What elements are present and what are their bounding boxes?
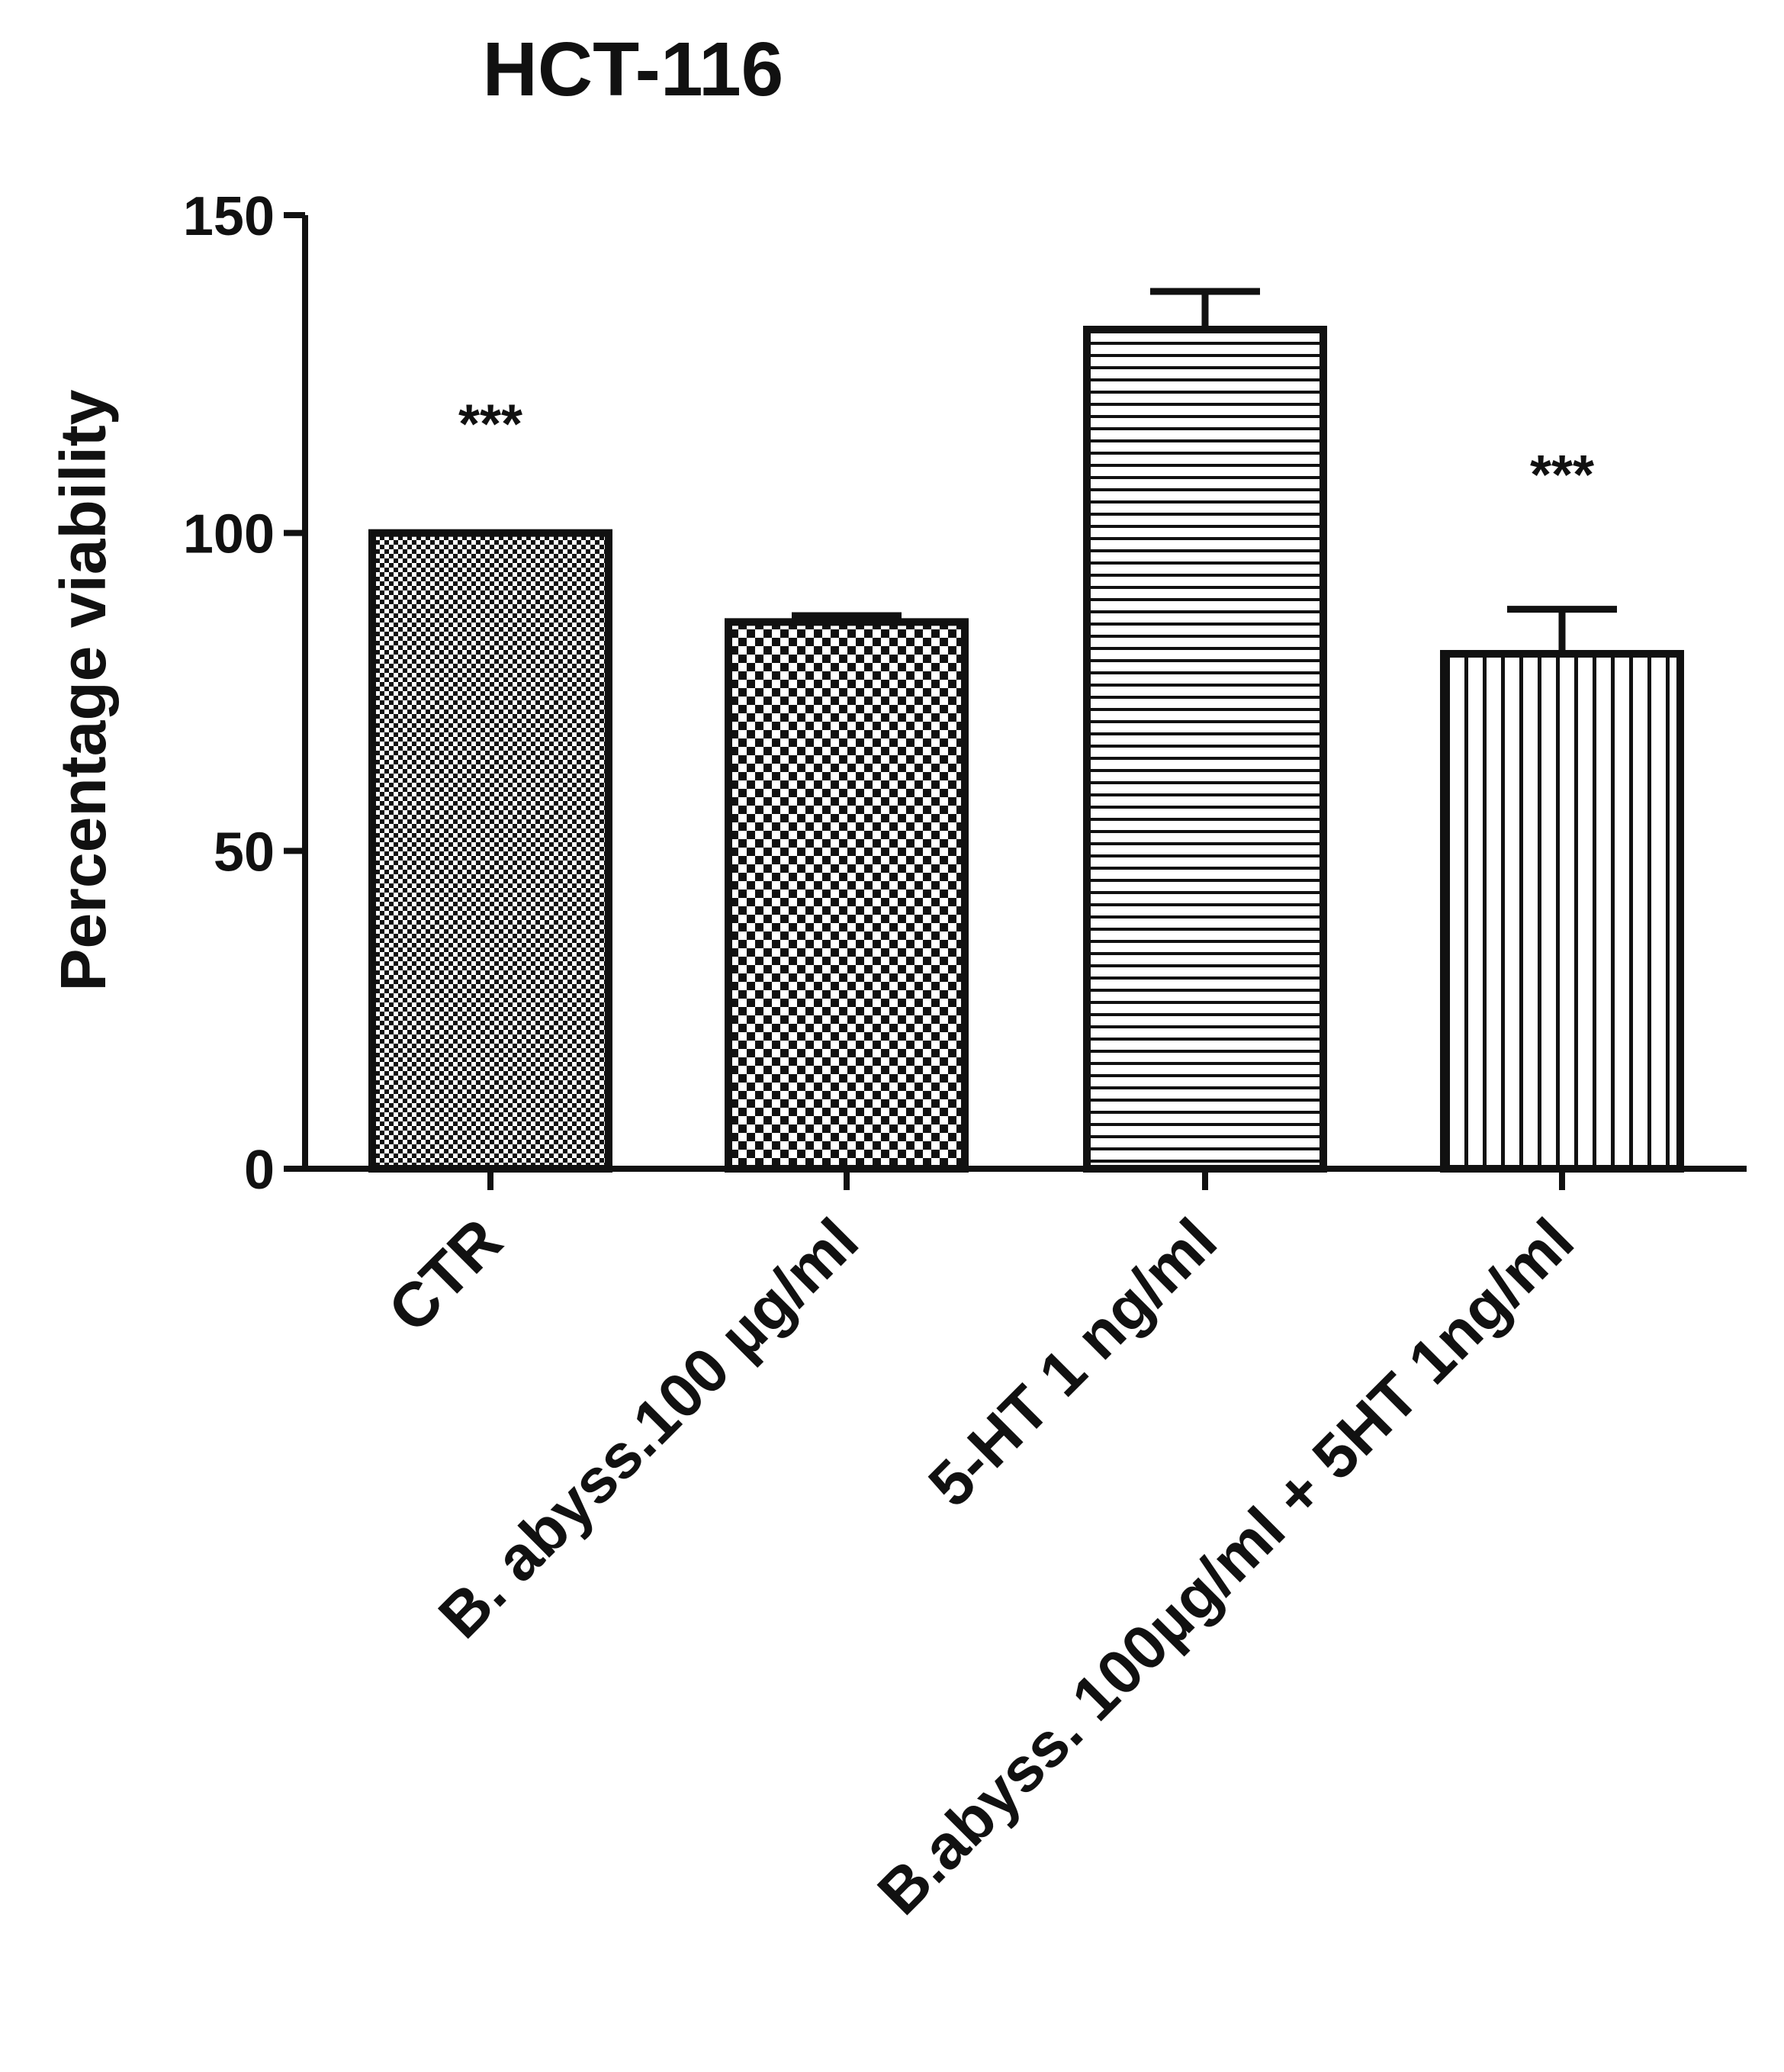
x-ticks (487, 1169, 1565, 1190)
category-label: B.abyss. 100µg/ml + 5HT 1ng/ml (865, 1205, 1587, 1928)
category-label: CTR (375, 1205, 516, 1346)
error-bars (792, 288, 1617, 654)
category-label: 5-HT 1 ng/ml (915, 1205, 1230, 1520)
significance-label: *** (458, 394, 522, 455)
y-tick-label: 150 (183, 186, 275, 247)
bar (725, 618, 969, 1173)
y-tick-label: 50 (214, 822, 275, 883)
bar (1440, 650, 1684, 1173)
significance-label: *** (1530, 445, 1594, 506)
bar (1083, 326, 1327, 1173)
bar (368, 529, 612, 1173)
y-tick-label: 100 (183, 504, 275, 565)
chart-title: HCT-116 (483, 27, 784, 112)
y-axis-label: Percentage viability (47, 389, 119, 991)
y-tick-label: 0 (244, 1140, 275, 1201)
significance-markers: *** *** (458, 394, 1594, 506)
y-ticks: 0 50 100 150 (183, 186, 305, 1201)
bars (368, 326, 1684, 1173)
